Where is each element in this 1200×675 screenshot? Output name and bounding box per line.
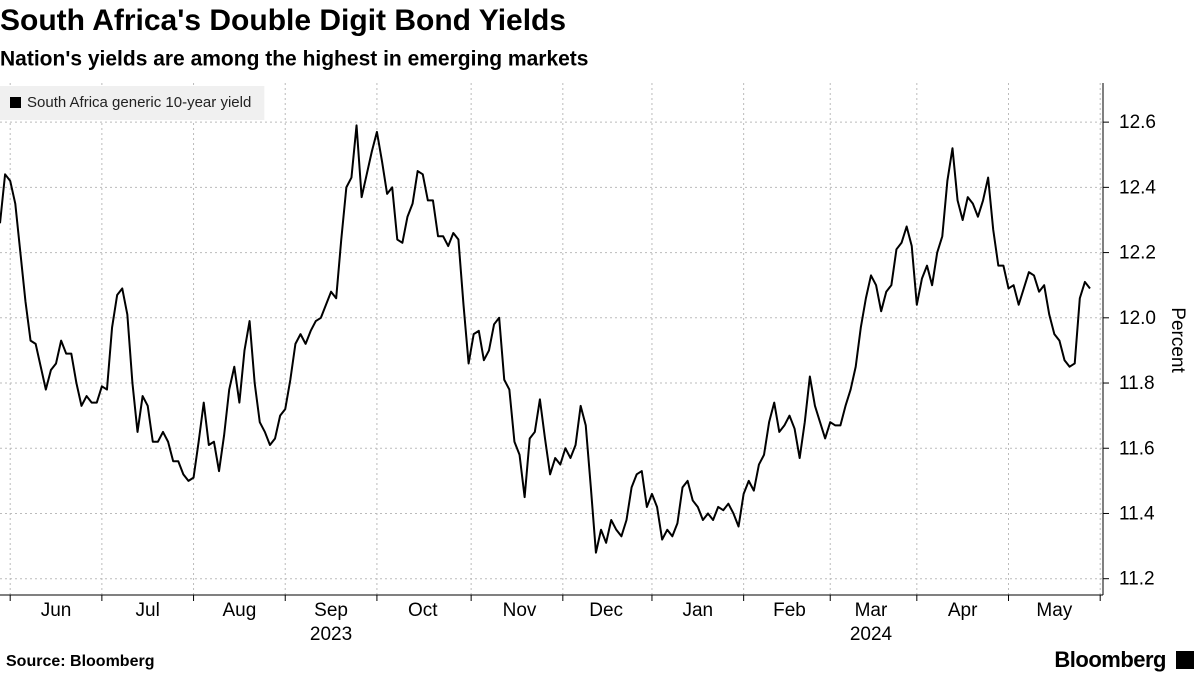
x-tick-label: Apr (948, 600, 978, 621)
legend: South Africa generic 10-year yield (0, 86, 265, 120)
y-tick-label: 11.8 (1119, 373, 1155, 394)
x-tick-label: Jul (136, 600, 160, 621)
legend-label: South Africa generic 10-year yield (27, 94, 251, 111)
x-tick-label: Jan (682, 600, 713, 621)
x-tick-label: Oct (408, 600, 438, 621)
x-tick-label: May (1036, 600, 1072, 621)
y-tick-label: 12.6 (1119, 112, 1156, 133)
x-tick-label: Aug (222, 600, 256, 621)
y-tick-label: 11.6 (1119, 438, 1155, 459)
line-series (0, 124, 1091, 554)
y-tick-label: 11.2 (1119, 569, 1155, 590)
x-tick-label: Mar (855, 600, 888, 621)
legend-box (0, 86, 265, 120)
x-year-label: 2024 (850, 624, 893, 645)
y-tick-label: 11.4 (1119, 503, 1155, 524)
x-year-label: 2023 (310, 624, 352, 645)
x-tick-label: Jun (41, 600, 72, 621)
grid: 11.2 11.4 11.6 11.8 12.0 12.2 12.4 12.6 Jun Jul Au… (0, 83, 1156, 645)
x-tick-label: Feb (773, 600, 806, 621)
y-axis-label: Percent (1167, 307, 1188, 373)
plot (0, 124, 1091, 554)
x-tick-label: Sep (314, 600, 348, 621)
chart-title: South Africa's Double Digit Bond Yields (0, 4, 566, 37)
x-tick-label: Nov (503, 600, 537, 621)
logo-icon (1176, 651, 1194, 669)
chart-subtitle: Nation's yields are among the highest in… (0, 48, 588, 71)
y-tick-label: 12.4 (1119, 177, 1156, 198)
x-tick-label: Dec (589, 600, 623, 621)
y-tick-label: 12.0 (1119, 308, 1156, 329)
legend-swatch (10, 97, 21, 108)
source: Source: Bloomberg (6, 653, 154, 670)
logo: Bloomberg (1054, 647, 1166, 672)
y-tick-label: 12.2 (1119, 243, 1156, 264)
